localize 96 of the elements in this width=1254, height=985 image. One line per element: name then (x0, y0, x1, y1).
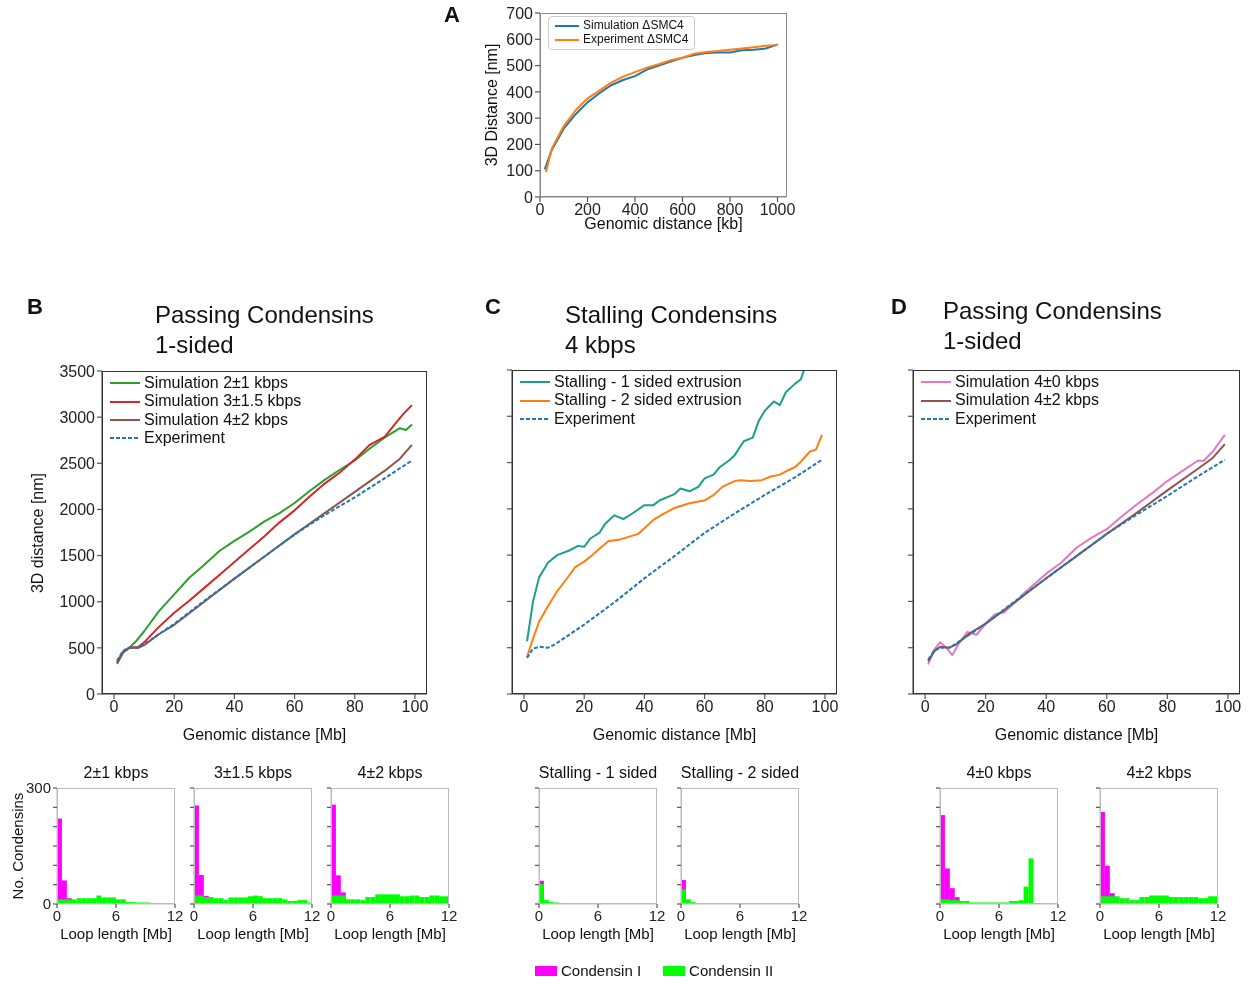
x-tick-label: 100 (811, 698, 839, 716)
x-tick-label: 0 (326, 906, 336, 924)
text: B (27, 294, 43, 320)
y-axis-title: 3D Distance [nm] (482, 42, 501, 169)
x-tick-label: 100 (401, 698, 429, 716)
x-tick-label: 1000 (759, 201, 796, 219)
chart-title: 2±1 kbps (83, 764, 149, 781)
legend-label: Simulation 2±1 kbps (144, 374, 288, 393)
legend-label: Condensin II (689, 962, 774, 980)
x-axis-title: Loop length [Mb] (943, 925, 1055, 942)
y-tick-label: 3000 (59, 408, 96, 426)
chart-title: Stalling - 1 sided (538, 764, 658, 781)
y-tick-label: 100 (506, 162, 534, 180)
legend-label: Stalling - 2 sided extrusion (554, 391, 742, 410)
legend-label: Experiment (554, 409, 635, 429)
x-tick-label: 20 (165, 698, 184, 716)
legend-label: Simulation 4±0 kbps (955, 373, 1099, 392)
x-tick-label: 6 (1154, 906, 1164, 924)
chart-title: 4±0 kbps (965, 764, 1033, 782)
y-tick-label: 700 (506, 4, 534, 22)
legend-label: Simulation 4±2 kbps (144, 410, 288, 430)
legend-label: Experiment (144, 429, 225, 448)
text: A (444, 2, 460, 28)
x-tick-label: 12 (303, 906, 321, 924)
x-tick-label: 20 (976, 698, 995, 716)
x-axis-title: Loop length [Mb] (334, 925, 446, 942)
y-tick-label: 1500 (59, 547, 96, 565)
x-tick-label: 6 (248, 906, 258, 924)
x-axis-title: Genomic distance [Mb] (181, 726, 348, 744)
x-tick-label: 6 (994, 906, 1004, 924)
chart-title: 4±2 kbps (356, 764, 424, 782)
legend-label: Condensin I (561, 962, 642, 980)
x-tick-label: 12 (440, 906, 458, 924)
x-tick-label: 100 (1214, 698, 1242, 716)
x-tick-label: 0 (676, 906, 686, 924)
y-axis-title: No. Condensins (8, 791, 26, 902)
legend-label: Experiment (955, 409, 1036, 429)
x-tick-label: 6 (593, 906, 603, 924)
y-tick-label: 400 (506, 83, 534, 101)
legend-label: Simulation ΔSMC4 (583, 18, 684, 33)
x-tick-label: 20 (575, 698, 594, 716)
x-tick-label: 40 (635, 698, 654, 716)
chart-title: Passing Condensins 1-sided (943, 296, 1162, 356)
x-tick-label: 60 (695, 698, 714, 716)
x-tick-label: 12 (166, 906, 184, 924)
x-tick-label: 0 (935, 906, 945, 924)
y-tick-label: 2000 (59, 501, 96, 519)
chart-title: Stalling - 2 sided (680, 764, 800, 781)
x-tick-label: 40 (225, 698, 244, 716)
y-tick-label: 300 (506, 109, 534, 127)
y-tick-label: 3500 (59, 362, 96, 380)
x-tick-label: 12 (648, 906, 666, 924)
y-tick-label: 2500 (59, 454, 96, 472)
x-axis-title: Genomic distance [Mb] (993, 726, 1160, 744)
y-tick-label: 500 (506, 57, 534, 75)
x-tick-label: 6 (111, 906, 121, 924)
x-tick-label: 0 (189, 906, 199, 924)
x-tick-label: 80 (1158, 698, 1177, 716)
chart-title: Stalling Condensins 4 kbps (565, 300, 778, 360)
x-tick-label: 80 (345, 698, 364, 716)
legend-label: Simulation 3±1.5 kbps (144, 392, 302, 411)
text: C (485, 294, 501, 320)
x-axis-title: Genomic distance [Mb] (591, 726, 758, 744)
x-tick-label: 12 (1049, 906, 1067, 924)
legend-label: Stalling - 1 sided extrusion (554, 373, 742, 392)
text: D (891, 294, 907, 320)
x-tick-label: 6 (735, 906, 745, 924)
legend-label: Experiment ΔSMC4 (583, 31, 689, 47)
x-axis-title: Loop length [Mb] (197, 925, 309, 942)
x-tick-label: 0 (535, 201, 545, 219)
x-tick-label: 0 (109, 698, 119, 716)
x-tick-label: 12 (790, 906, 808, 924)
chart-title: 3±1.5 kbps (212, 764, 294, 782)
y-tick-label: 1000 (59, 593, 96, 611)
x-tick-label: 0 (1095, 906, 1105, 924)
chart-title: Passing Condensins 1-sided (155, 300, 374, 360)
y-tick-label: 300 (25, 779, 51, 797)
x-axis-title: Loop length [Mb] (684, 925, 796, 942)
x-tick-label: 60 (1097, 698, 1116, 716)
legend-label: Simulation 4±2 kbps (955, 391, 1099, 410)
y-tick-label: 0 (86, 685, 96, 703)
x-axis-title: Loop length [Mb] (1103, 925, 1215, 942)
y-axis-title: 3D distance [nm] (28, 471, 47, 595)
x-axis-title: Loop length [Mb] (542, 925, 654, 942)
y-tick-label: 0 (524, 188, 534, 206)
y-tick-label: 500 (68, 639, 96, 657)
chart-title: 4±2 kbps (1125, 764, 1193, 782)
x-tick-label: 0 (920, 698, 930, 716)
y-tick-label: 200 (506, 136, 534, 154)
x-axis-title: Loop length [Mb] (60, 925, 172, 942)
y-tick-label: 600 (506, 30, 534, 48)
x-tick-label: 60 (285, 698, 304, 716)
x-tick-label: 12 (1209, 906, 1227, 924)
x-tick-label: 6 (385, 906, 395, 924)
x-tick-label: 80 (755, 698, 774, 716)
x-tick-label: 40 (1037, 698, 1056, 716)
